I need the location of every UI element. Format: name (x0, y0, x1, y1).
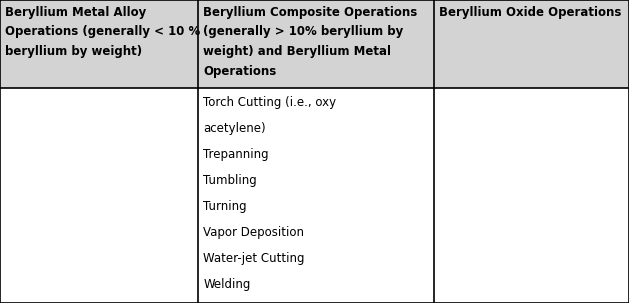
Bar (434, 88, 629, 303)
Text: Trepanning: Trepanning (203, 148, 269, 161)
Bar (434, 0, 629, 88)
Text: Torch Cutting (i.e., oxy: Torch Cutting (i.e., oxy (203, 96, 337, 109)
Text: Water-jet Cutting: Water-jet Cutting (203, 252, 304, 265)
Text: acetylene): acetylene) (203, 122, 266, 135)
Bar (198, 88, 434, 303)
Text: Tumbling: Tumbling (203, 174, 257, 187)
Text: Beryllium Metal Alloy
Operations (generally < 10 %
beryllium by weight): Beryllium Metal Alloy Operations (genera… (5, 6, 200, 58)
Bar (0, 0, 198, 88)
Text: Turning: Turning (203, 200, 247, 213)
Bar (198, 0, 434, 88)
Text: Beryllium Composite Operations
(generally > 10% beryllium by
weight) and Berylli: Beryllium Composite Operations (generall… (203, 6, 418, 78)
Text: Beryllium Oxide Operations: Beryllium Oxide Operations (439, 6, 621, 19)
Bar (0, 88, 198, 303)
Text: Welding: Welding (203, 278, 250, 291)
Text: Vapor Deposition: Vapor Deposition (203, 226, 304, 239)
